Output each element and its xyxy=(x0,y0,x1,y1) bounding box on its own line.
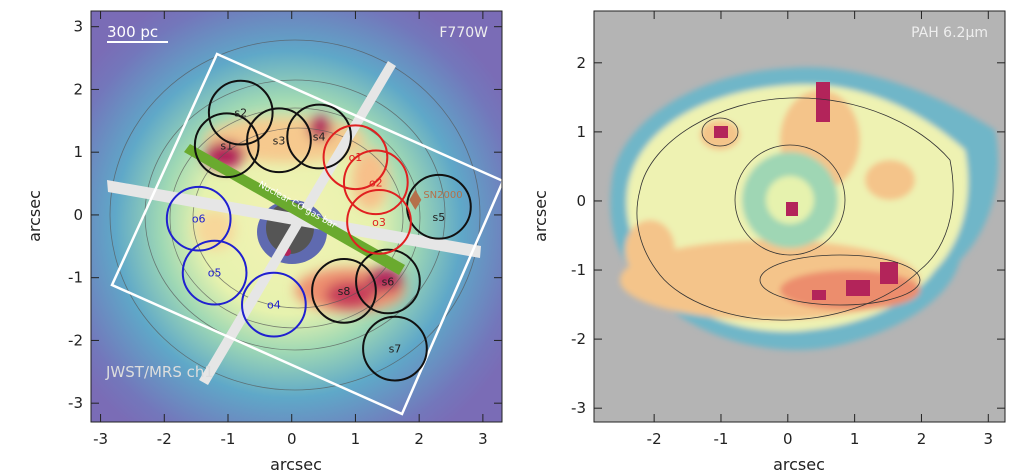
x-tick-label: 2 xyxy=(414,430,424,448)
x-tick-label: 3 xyxy=(984,430,994,448)
aperture-circle xyxy=(165,185,232,252)
aperture-circle xyxy=(181,239,248,306)
y-tick-label: -3 xyxy=(571,399,586,417)
aperture-o3: o3 xyxy=(346,188,412,255)
aperture-circle xyxy=(311,257,377,324)
x-tick-label: -1 xyxy=(713,430,728,448)
scale-bar-label: 300 pc xyxy=(107,23,158,41)
aperture-s8: s8 xyxy=(311,257,377,324)
aperture-o6: o6 xyxy=(165,185,232,252)
aperture-circle xyxy=(346,188,412,255)
x-tick-label: 0 xyxy=(287,430,297,448)
aperture-label: s7 xyxy=(389,343,402,356)
aperture-label: s3 xyxy=(273,134,286,147)
supernova-marker: SN2000 xyxy=(409,189,463,210)
map-label: PAH 6.2μm xyxy=(911,25,988,41)
right-panel-image: PAH 6.2μm xyxy=(594,11,1005,422)
aperture-label: o4 xyxy=(267,299,281,312)
aperture-label: s2 xyxy=(234,107,247,120)
aperture-label: o5 xyxy=(208,267,222,280)
aperture-label: s6 xyxy=(382,275,395,288)
right-frame xyxy=(593,10,1006,423)
aperture-circle xyxy=(355,248,421,315)
aperture-circle xyxy=(193,112,260,179)
aperture-label: o2 xyxy=(369,176,383,189)
left-frame xyxy=(90,10,503,423)
aperture-circle xyxy=(246,107,312,174)
pah-peaks xyxy=(714,82,898,300)
x-tick-label: 3 xyxy=(478,430,488,448)
x-tick-label: -2 xyxy=(647,430,662,448)
aperture-label: o3 xyxy=(372,216,386,229)
right-ylabel: arcsec xyxy=(531,190,550,242)
aperture-label: s5 xyxy=(433,211,446,224)
aperture-s7: s7 xyxy=(362,315,428,382)
aperture-label: s4 xyxy=(313,130,326,143)
y-tick-label: 1 xyxy=(576,123,586,141)
aperture-label: o6 xyxy=(192,213,206,226)
aperture-circle xyxy=(362,315,428,382)
y-tick-label: -2 xyxy=(571,330,586,348)
filter-label: F770W xyxy=(439,25,488,41)
aperture-s2: s2 xyxy=(207,79,274,146)
y-tick-label: 2 xyxy=(73,80,83,98)
y-tick-label: 3 xyxy=(73,18,83,36)
x-tick-label: -3 xyxy=(93,430,108,448)
mrs-footprint xyxy=(110,52,502,416)
y-tick-label: -1 xyxy=(571,261,586,279)
y-tick-label: 2 xyxy=(576,54,586,72)
aperture-circle xyxy=(207,79,274,146)
aperture-circle xyxy=(322,124,389,191)
aperture-s6: s6 xyxy=(355,248,421,315)
aperture-circle xyxy=(342,149,409,216)
y-tick-label: 0 xyxy=(576,192,586,210)
supernova-label: SN2000 xyxy=(423,190,462,201)
right-xlabel: arcsec xyxy=(773,455,825,474)
slits xyxy=(107,61,481,385)
aperture-s3: s3 xyxy=(246,107,312,174)
x-tick-label: 1 xyxy=(351,430,361,448)
x-tick-label: 2 xyxy=(917,430,927,448)
aperture-s4: s4 xyxy=(286,103,352,170)
left-xlabel: arcsec xyxy=(270,455,322,474)
aperture-o5: o5 xyxy=(181,239,248,306)
x-tick-label: -2 xyxy=(157,430,172,448)
nuclear-co-bar xyxy=(184,144,405,275)
y-tick-label: -1 xyxy=(68,269,83,287)
x-tick-label: 0 xyxy=(783,430,793,448)
y-tick-label: 1 xyxy=(73,143,83,161)
instrument-label: JWST/MRS ch1 xyxy=(105,363,214,381)
aperture-circle xyxy=(241,271,307,338)
aperture-label: s8 xyxy=(338,285,351,298)
pah-contours xyxy=(636,97,954,321)
y-tick-label: -2 xyxy=(68,331,83,349)
x-tick-label: 1 xyxy=(850,430,860,448)
y-tick-label: 0 xyxy=(73,206,83,224)
aperture-o4: o4 xyxy=(241,271,307,338)
x-tick-label: -1 xyxy=(221,430,236,448)
left-ylabel: arcsec xyxy=(25,190,44,242)
y-tick-label: -3 xyxy=(68,394,83,412)
aperture-circle xyxy=(286,103,352,170)
aperture-o2: o2 xyxy=(342,149,409,216)
